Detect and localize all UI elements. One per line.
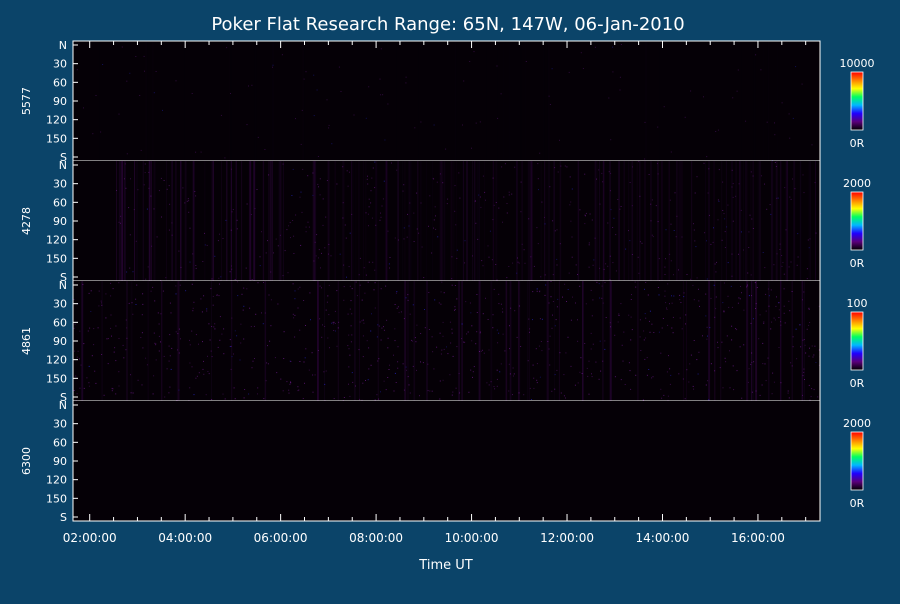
panel-label: 4278 (20, 207, 33, 235)
colorbar-max-label: 2000 (843, 417, 871, 430)
colorbar (850, 311, 864, 371)
y-tick-label: 60 (53, 196, 67, 209)
y-tick-label: 120 (46, 474, 67, 487)
y-tick-label: 90 (53, 95, 67, 108)
x-tick-label: 10:00:00 (445, 531, 499, 545)
colorbar-max-label: 2000 (843, 177, 871, 190)
panel-image (73, 281, 820, 401)
colorbar (850, 71, 864, 131)
colorbar-max-label: 10000 (840, 57, 875, 70)
colorbar-max-label: 100 (847, 297, 868, 310)
x-tick-label: 08:00:00 (349, 531, 403, 545)
colorbar-min-label: 0R (850, 257, 865, 270)
panel-texture (76, 44, 813, 161)
panels-group: N 30 60 90 120 150 S 5577 10000 0R N 30 60 90 120 150 S 4… (20, 39, 875, 524)
y-tick-label: 30 (53, 298, 67, 311)
panel-texture (116, 161, 821, 282)
x-axis: 02:00:00 04:00:00 06:00:00 08:00:00 10:00:00… (63, 41, 807, 545)
x-tick-label: 04:00:00 (158, 531, 212, 545)
chart-title: Poker Flat Research Range: 65N, 147W, 06… (211, 14, 684, 35)
y-tick-label: N (59, 399, 67, 412)
y-tick-label: 60 (53, 436, 67, 449)
y-tick-label: S (60, 511, 67, 524)
y-tick-label: 30 (53, 418, 67, 431)
colorbar (850, 431, 864, 491)
plot-frame (72, 40, 821, 522)
y-tick-label: N (59, 279, 67, 292)
y-tick-label: 150 (46, 492, 67, 505)
y-tick-label: 120 (46, 234, 67, 247)
y-tick-label: 60 (53, 316, 67, 329)
panel-image (73, 41, 820, 161)
panel-label: 4861 (20, 327, 33, 355)
y-tick-label: 120 (46, 114, 67, 127)
y-tick-label: 150 (46, 372, 67, 385)
y-tick-label: 60 (53, 76, 67, 89)
y-tick-label: S (60, 391, 67, 404)
colorbar-min-label: 0R (850, 137, 865, 150)
panel-4861: N 30 60 90 120 150 S 4861 100 0R (20, 279, 868, 404)
x-tick-label: 14:00:00 (636, 531, 690, 545)
y-tick-label: 150 (46, 132, 67, 145)
y-tick-label: 120 (46, 354, 67, 367)
y-tick-label: 30 (53, 178, 67, 191)
x-tick-label: 06:00:00 (254, 531, 308, 545)
x-tick-label: 02:00:00 (63, 531, 117, 545)
y-tick-label: S (60, 151, 67, 164)
y-tick-label: 150 (46, 252, 67, 265)
x-tick-label: 12:00:00 (540, 531, 594, 545)
colorbar-min-label: 0R (850, 497, 865, 510)
colorbar-min-label: 0R (850, 377, 865, 390)
y-tick-label: 30 (53, 58, 67, 71)
panel-texture (73, 281, 821, 402)
panel-5577: N 30 60 90 120 150 S 5577 10000 0R (20, 39, 875, 164)
panel-6300: N 30 60 90 120 150 S 6300 2000 0R (20, 399, 871, 524)
panel-label: 5577 (20, 87, 33, 115)
x-tick-label: 16:00:00 (731, 531, 785, 545)
y-tick-label: N (59, 39, 67, 52)
x-axis-label: Time UT (418, 558, 472, 573)
panel-4278: N 30 60 90 120 150 S 4278 2000 0R (20, 159, 871, 284)
colorbar (850, 191, 864, 251)
panel-image (73, 401, 820, 521)
y-tick-label: 90 (53, 455, 67, 468)
y-tick-label: 90 (53, 215, 67, 228)
y-tick-label: 90 (53, 335, 67, 348)
y-tick-label: S (60, 271, 67, 284)
y-tick-label: N (59, 159, 67, 172)
panel-label: 6300 (20, 447, 33, 475)
panel-image (73, 161, 820, 281)
